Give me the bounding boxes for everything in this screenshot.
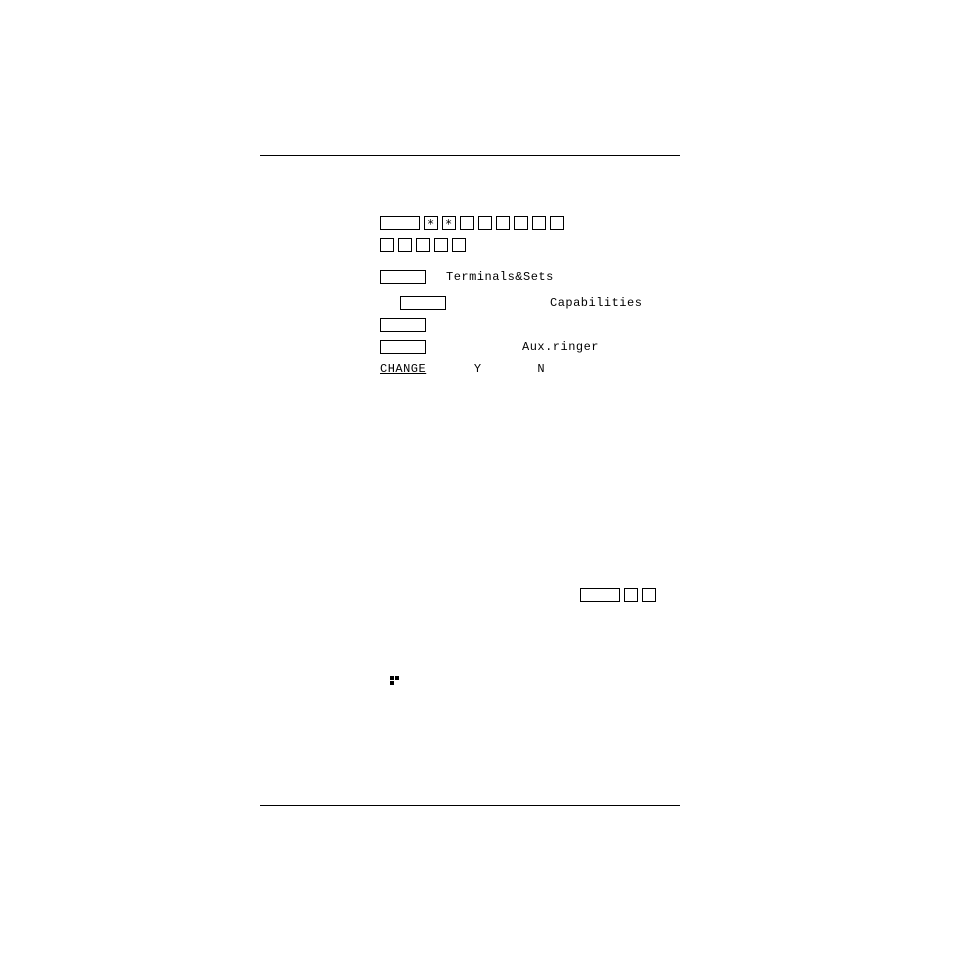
bottom-divider xyxy=(260,805,680,806)
key-row-2 xyxy=(380,238,680,252)
nav-row-capabilities: Capabilities xyxy=(400,296,680,310)
key-box xyxy=(624,588,638,602)
terminals-sets-label: Terminals&Sets xyxy=(446,270,554,284)
key-box xyxy=(434,238,448,252)
nav-row-aux: Aux.ringer xyxy=(380,340,680,354)
key-row-1: * * xyxy=(380,216,680,230)
key-box xyxy=(550,216,564,230)
option-n: N xyxy=(537,362,545,376)
key-box xyxy=(416,238,430,252)
key-box xyxy=(380,238,394,252)
key-box xyxy=(496,216,510,230)
asterisk-icon: * xyxy=(425,218,437,230)
key-box xyxy=(532,216,546,230)
nav-box xyxy=(400,296,446,310)
key-box: * xyxy=(424,216,438,230)
key-sequence-block: * * xyxy=(380,216,680,252)
nav-row-terminals: Terminals&Sets xyxy=(380,270,680,284)
nav-box xyxy=(380,318,426,332)
svg-text:*: * xyxy=(445,218,452,230)
key-box: * xyxy=(442,216,456,230)
key-box xyxy=(514,216,528,230)
key-box xyxy=(380,216,420,230)
nav-box xyxy=(380,270,426,284)
change-row: CHANGE Y N xyxy=(380,362,680,376)
key-box xyxy=(460,216,474,230)
small-glyph-icon xyxy=(390,673,400,683)
capabilities-label: Capabilities xyxy=(550,296,642,310)
asterisk-icon: * xyxy=(443,218,455,230)
change-softkey[interactable]: CHANGE xyxy=(380,362,426,376)
key-box xyxy=(478,216,492,230)
nav-row-blank xyxy=(380,318,680,332)
nav-box xyxy=(380,340,426,354)
bottom-key-row xyxy=(580,588,656,602)
key-box xyxy=(398,238,412,252)
top-divider xyxy=(260,155,680,156)
svg-text:*: * xyxy=(427,218,434,230)
aux-ringer-label: Aux.ringer xyxy=(522,340,599,354)
key-box xyxy=(642,588,656,602)
page-content: * * Terminals&Sets xyxy=(260,155,680,376)
key-box xyxy=(580,588,620,602)
key-box xyxy=(452,238,466,252)
option-y: Y xyxy=(474,362,482,376)
